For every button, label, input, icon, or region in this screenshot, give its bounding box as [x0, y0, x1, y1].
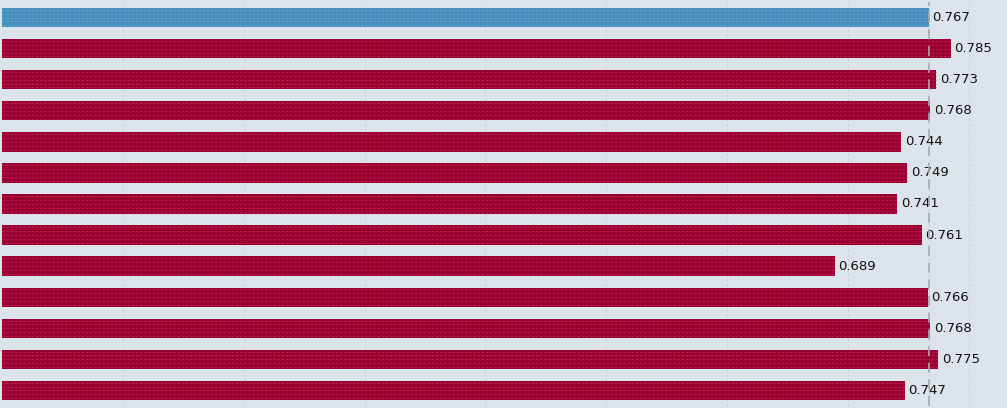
Text: 0.773: 0.773 — [940, 73, 978, 86]
Bar — [2, 257, 835, 276]
Bar — [2, 132, 901, 151]
Bar — [2, 350, 939, 369]
Bar — [2, 288, 927, 307]
Text: 0.768: 0.768 — [933, 104, 972, 118]
Text: 0.766: 0.766 — [931, 290, 969, 304]
Text: 0.749: 0.749 — [910, 166, 949, 180]
Bar — [2, 319, 930, 338]
Bar — [2, 194, 897, 214]
Text: 0.747: 0.747 — [908, 384, 947, 397]
Text: 0.689: 0.689 — [838, 259, 876, 273]
Text: 0.741: 0.741 — [901, 197, 939, 211]
Text: 0.775: 0.775 — [943, 353, 980, 366]
Text: 0.767: 0.767 — [932, 11, 971, 24]
Text: 0.761: 0.761 — [925, 228, 963, 242]
Bar — [2, 8, 928, 27]
Text: 0.744: 0.744 — [904, 135, 943, 149]
Bar — [2, 226, 921, 245]
Bar — [2, 163, 907, 182]
Bar — [2, 381, 904, 400]
Text: 0.785: 0.785 — [955, 42, 992, 55]
Bar — [2, 101, 930, 120]
Text: 0.768: 0.768 — [933, 322, 972, 335]
Bar — [2, 70, 937, 89]
Bar — [2, 39, 951, 58]
